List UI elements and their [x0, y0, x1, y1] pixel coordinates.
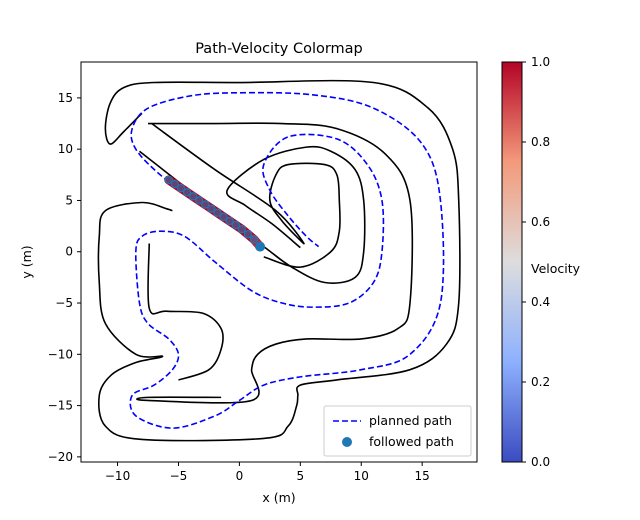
- x-tick-label: −5: [170, 469, 188, 483]
- y-tick-label: −15: [48, 399, 73, 413]
- followed-path-point: [249, 235, 259, 244]
- followed-path-point: [219, 212, 228, 222]
- followed-path-point: [182, 188, 192, 197]
- x-tick-label: 10: [354, 469, 369, 483]
- track-line-lane1: [136, 122, 414, 404]
- followed-path-point: [170, 179, 180, 189]
- followed-path-point: [176, 183, 186, 193]
- legend-followed-label: followed path: [369, 434, 454, 449]
- plot-frame: [80, 61, 478, 463]
- colorbar-ticks: 0.0 0.2 0.4 0.6 0.8 1.0: [522, 55, 550, 469]
- followed-path-velocity-dot: [238, 226, 245, 233]
- followed-path-velocity-dot: [220, 213, 227, 220]
- y-tick-label: 10: [58, 142, 73, 156]
- followed-path-point: [255, 241, 266, 252]
- colorbar-tick-label: 0.2: [531, 375, 550, 389]
- x-tick-label: 5: [297, 469, 305, 483]
- followed-path-velocity-dot: [171, 181, 178, 188]
- followed-path-point: [213, 208, 222, 217]
- colorbar-tick-label: 1.0: [531, 55, 550, 69]
- track-line-outer: [97, 79, 461, 442]
- x-axis-label: x (m): [262, 490, 295, 505]
- colorbar-tick-label: 0.6: [531, 215, 550, 229]
- colorbar: 0.0 0.2 0.4 0.6 0.8 1.0 Velocity: [501, 55, 581, 469]
- followed-path-velocity-dot: [165, 176, 172, 183]
- followed-path-velocity-dot: [214, 209, 221, 216]
- followed-path-velocity-dot: [177, 185, 184, 192]
- y-tick-label: 5: [65, 193, 73, 207]
- x-axis: −10 −5 0 5 10 15: [105, 462, 430, 483]
- colorbar-tick-label: 0.8: [531, 135, 550, 149]
- followed-path-point: [243, 230, 253, 239]
- legend-box: [323, 405, 472, 457]
- legend: planned path followed path: [323, 405, 472, 457]
- followed-path-velocity-dot: [202, 201, 209, 208]
- followed-path-velocity-dot: [190, 193, 197, 200]
- followed-path-velocity-dot: [244, 231, 251, 238]
- followed-path-velocity-dot: [208, 205, 215, 212]
- y-tick-label: −20: [48, 450, 73, 464]
- colorbar-tick-label: 0.4: [531, 295, 550, 309]
- followed-path-point: [237, 224, 247, 234]
- followed-path-point: [225, 216, 234, 226]
- followed-path-point: [188, 192, 198, 201]
- followed-path-velocity-dot: [232, 222, 239, 229]
- followed-path-point: [164, 175, 173, 185]
- legend-planned-label: planned path: [369, 413, 452, 428]
- followed-path-point: [231, 220, 240, 230]
- followed-path-series: [164, 175, 266, 252]
- legend-followed-swatch: [342, 437, 352, 447]
- y-tick-label: 0: [65, 245, 73, 259]
- followed-path-velocity-dot: [251, 236, 258, 243]
- planned-path-series: [129, 91, 445, 429]
- x-tick-label: 15: [415, 469, 430, 483]
- y-tick-label: 15: [58, 91, 73, 105]
- followed-path-point: [201, 200, 210, 209]
- y-axis-label: y (m): [19, 245, 34, 278]
- followed-path-point: [207, 204, 216, 213]
- followed-path-point: [194, 196, 204, 205]
- followed-path-velocity-dot: [196, 197, 203, 204]
- x-tick-label: 0: [236, 469, 244, 483]
- x-tick-label: −10: [105, 469, 130, 483]
- planned-path-line: [129, 91, 445, 429]
- track-line-lane4: [151, 122, 341, 268]
- chart-title: Path-Velocity Colormap: [195, 41, 363, 57]
- track: [97, 79, 461, 442]
- colorbar-gradient: [501, 61, 523, 463]
- track-line-lane3: [138, 145, 366, 284]
- track-line-lane2: [147, 243, 224, 381]
- followed-path-velocity-dot: [184, 189, 191, 196]
- colorbar-label: Velocity: [531, 261, 581, 276]
- y-axis: −20 −15 −10 −5 0 5 10 15: [48, 91, 81, 464]
- colorbar-tick-label: 0.0: [531, 455, 550, 469]
- y-tick-label: −5: [55, 296, 73, 310]
- y-tick-label: −10: [48, 347, 73, 361]
- followed-path-velocity-dot: [226, 217, 233, 224]
